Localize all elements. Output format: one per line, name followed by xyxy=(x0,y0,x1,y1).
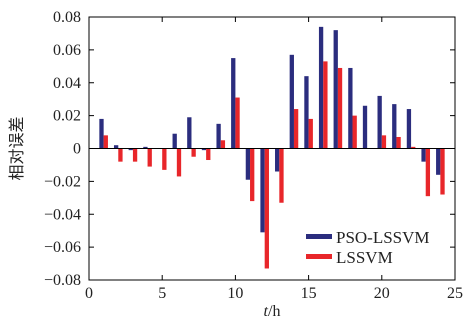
bar-group xyxy=(99,26,445,269)
bar-lssvm-21 xyxy=(396,136,401,149)
bar-lssvm-2 xyxy=(118,148,123,162)
bar-pso-lssvm-21 xyxy=(392,104,397,149)
bar-pso-lssvm-19 xyxy=(362,105,368,149)
bar-pso-lssvm-11 xyxy=(245,148,251,180)
bar-pso-lssvm-24 xyxy=(436,148,441,175)
x-tick-label: 25 xyxy=(447,285,463,302)
bar-pso-lssvm-16 xyxy=(318,26,324,149)
bar-pso-lssvm-14 xyxy=(289,54,294,149)
bar-pso-lssvm-20 xyxy=(377,95,382,149)
bar-lssvm-7 xyxy=(191,148,196,157)
bar-pso-lssvm-10 xyxy=(231,58,236,149)
legend-swatch-pso-lssvm xyxy=(306,234,332,239)
bar-pso-lssvm-3 xyxy=(128,148,133,151)
x-tick-labels: 0 5 10 15 20 25 xyxy=(85,285,463,302)
bar-lssvm-6 xyxy=(176,148,182,177)
bar-pso-lssvm-23 xyxy=(421,148,426,162)
y-tick-label: 0 xyxy=(73,141,81,158)
bar-lssvm-16 xyxy=(323,61,328,149)
bar-lssvm-3 xyxy=(132,148,138,162)
bar-pso-lssvm-2 xyxy=(113,145,119,149)
x-tick-label: 0 xyxy=(85,285,93,302)
bar-pso-lssvm-6 xyxy=(172,133,177,149)
bar-lssvm-10 xyxy=(235,97,240,149)
bar-lssvm-24 xyxy=(440,148,445,195)
y-tick-label: 0.04 xyxy=(53,75,81,92)
bar-lssvm-8 xyxy=(206,148,211,161)
bar-pso-lssvm-4 xyxy=(143,146,148,149)
y-tick-label: −0.08 xyxy=(44,272,81,289)
plot-frame xyxy=(88,16,456,281)
bar-pso-lssvm-1 xyxy=(99,118,104,149)
legend-swatch-lssvm xyxy=(306,254,332,259)
bar-lssvm-5 xyxy=(162,148,167,170)
bar-lssvm-22 xyxy=(411,146,416,149)
bar-lssvm-23 xyxy=(425,148,431,197)
x-axis-label-variable: t xyxy=(264,303,269,320)
bar-pso-lssvm-7 xyxy=(187,117,192,149)
bar-pso-lssvm-15 xyxy=(304,76,309,149)
bar-lssvm-12 xyxy=(264,148,269,269)
x-axis-label: t/h xyxy=(264,303,281,320)
bar-lssvm-15 xyxy=(308,118,313,149)
bar-lssvm-18 xyxy=(352,115,357,149)
y-tick-label: −0.02 xyxy=(44,173,81,190)
bar-pso-lssvm-8 xyxy=(201,148,207,151)
x-tick-label: 15 xyxy=(301,285,317,302)
x-tick-label: 20 xyxy=(374,285,390,302)
y-tick-label: 0.08 xyxy=(53,9,81,26)
bar-pso-lssvm-18 xyxy=(348,67,353,149)
bar-lssvm-20 xyxy=(381,135,387,149)
bar-lssvm-11 xyxy=(250,148,255,202)
bar-lssvm-14 xyxy=(293,109,299,149)
bar-lssvm-1 xyxy=(103,135,108,149)
bar-pso-lssvm-12 xyxy=(260,148,265,233)
bar-pso-lssvm-22 xyxy=(406,109,412,149)
y-tick-label: −0.06 xyxy=(44,239,81,256)
y-tick-label: 0.06 xyxy=(53,42,81,59)
bar-lssvm-4 xyxy=(147,148,152,167)
y-axis-label: 相对误差 xyxy=(7,116,26,180)
x-tick-label: 5 xyxy=(158,285,166,302)
y-tick-label: −0.04 xyxy=(44,206,81,223)
bar-lssvm-17 xyxy=(337,67,343,149)
y-tick-label: 0.02 xyxy=(53,108,81,125)
legend-label-pso-lssvm: PSO-LSSVM xyxy=(336,228,430,247)
bar-lssvm-9 xyxy=(220,140,226,149)
x-axis-label-unit: /h xyxy=(268,303,280,320)
x-tick-label: 10 xyxy=(227,285,243,302)
bar-lssvm-13 xyxy=(279,148,284,203)
bar-pso-lssvm-9 xyxy=(216,123,221,149)
bar-pso-lssvm-13 xyxy=(275,148,280,172)
y-tick-labels: 0.08 0.06 0.04 0.02 0 −0.02 −0.04 −0.06 −0.08 xyxy=(44,9,81,289)
bar-pso-lssvm-17 xyxy=(333,30,338,149)
legend-label-lssvm: LSSVM xyxy=(336,248,393,267)
